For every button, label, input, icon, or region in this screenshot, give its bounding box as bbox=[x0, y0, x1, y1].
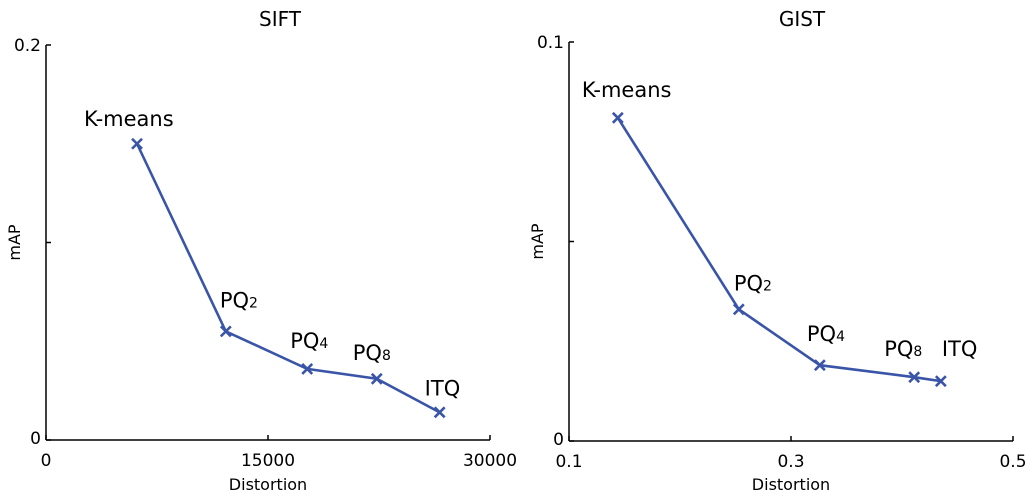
y-axis-label: mAP bbox=[5, 224, 24, 261]
data-point-pq8 bbox=[908, 371, 921, 384]
data-point-itq bbox=[433, 406, 446, 419]
data-label: ITQ bbox=[425, 376, 461, 400]
data-label: ITQ bbox=[942, 337, 978, 361]
data-label: PQ4 bbox=[290, 329, 328, 353]
data-point-itq bbox=[934, 375, 947, 388]
y-axis-label: mAP bbox=[528, 223, 547, 260]
y-tick-label: 0 bbox=[553, 430, 564, 450]
data-label: K-means bbox=[84, 107, 174, 131]
y-tick-label: 0 bbox=[30, 429, 41, 449]
x-axis-label: Distortion bbox=[752, 475, 830, 493]
data-point-pq8 bbox=[370, 372, 383, 385]
chart-title: GIST bbox=[779, 7, 826, 31]
data-label: PQ2 bbox=[220, 288, 258, 312]
data-point-pq4 bbox=[301, 362, 314, 375]
x-tick-label: 0.1 bbox=[555, 452, 582, 472]
x-tick-label: 0.5 bbox=[999, 452, 1025, 472]
y-tick-label: 0.1 bbox=[537, 33, 564, 53]
x-tick-label: 30000 bbox=[463, 451, 517, 471]
y-tick-label: 0.2 bbox=[14, 36, 41, 56]
data-point-pq4 bbox=[813, 359, 826, 372]
x-tick-label: 15000 bbox=[241, 451, 295, 471]
x-tick-label: 0.3 bbox=[777, 452, 804, 472]
data-point-pq2 bbox=[732, 303, 745, 316]
data-label: PQ8 bbox=[884, 337, 922, 361]
data-point-k-means bbox=[611, 111, 624, 124]
data-label: PQ2 bbox=[734, 271, 772, 295]
x-tick-label: 0 bbox=[41, 451, 52, 471]
x-axis-label: Distortion bbox=[229, 475, 307, 493]
chart-title: SIFT bbox=[259, 7, 302, 31]
data-label: K-means bbox=[582, 78, 672, 102]
data-point-k-means bbox=[131, 137, 143, 150]
data-label: PQ4 bbox=[807, 322, 845, 346]
data-label: PQ8 bbox=[353, 341, 391, 365]
chart-panel-sift: SIFT 0 0.2 0 15000 30000 Distortion mAP K-means P… bbox=[5, 7, 517, 493]
series-line bbox=[135, 143, 441, 414]
data-point-pq2 bbox=[219, 325, 232, 338]
